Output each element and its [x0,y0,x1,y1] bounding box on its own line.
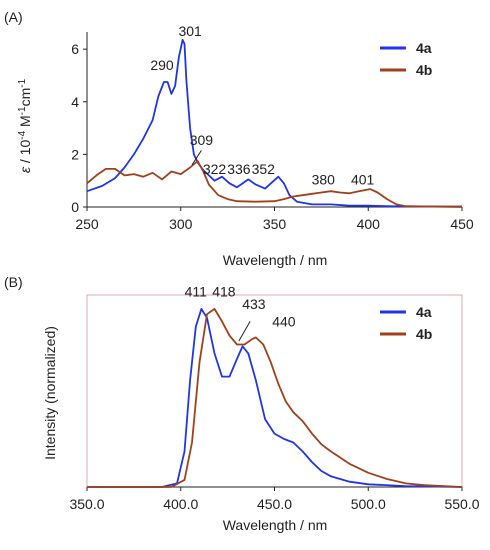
b-peak-label-433: 433 [242,296,266,312]
b-legend-label-4b: 4b [416,326,432,342]
b-x-tick-label: 500.0 [351,496,386,512]
panel-a-axes: 250 300 350 400 450 0 2 4 6 [71,32,474,232]
panel-b-series [87,308,463,488]
y-axis-label-part-2: M [17,115,33,131]
a-series-4a-line [86,39,462,208]
panel-b-x-axis-label: Wavelength / nm [223,517,328,533]
a-series-4b-line [86,160,463,208]
a-x-tick-label: 300 [169,216,193,232]
b-series-4a-line [87,308,463,488]
panel-a-annotations: 290 301 309 322 336 352 380 401 [150,23,374,188]
a-peak-label-380: 380 [312,172,336,188]
a-y-tick-label: 6 [71,41,79,57]
a-peak-label-301: 301 [178,23,202,39]
b-legend-label-4a: 4a [416,304,432,320]
a-legend-label-4a: 4a [416,40,432,56]
a-y-tick-label: 4 [71,94,79,110]
y-axis-label-part-1: / 10 [17,140,33,167]
a-peak-label-309: 309 [190,132,214,148]
b-peak-label-411: 411 [185,283,208,299]
a-peak-label-290: 290 [150,57,174,73]
panel-a-series [86,39,463,208]
b-peak-label-418: 418 [212,283,236,299]
a-y-tick-label: 2 [71,146,79,162]
panel-b-axes: 350.0 400.0 450.0 500.0 550.0 [69,486,480,512]
a-x-tick-label: 350 [263,216,287,232]
a-peak-label-352: 352 [252,161,276,177]
y-axis-label-part-3: cm [17,88,33,107]
y-axis-label-sup-3: -1 [17,78,28,87]
y-axis-label-sup-2: -1 [17,106,28,115]
y-axis-label-sup-1: -4 [17,130,28,139]
panel-b-arrow-433 [238,321,251,342]
a-y-tick-label: 0 [71,199,79,215]
panel-b-y-axis-label: Intensity (normalized) [42,326,58,460]
a-x-tick-label: 450 [450,216,474,232]
b-x-tick-label: 450.0 [257,496,292,512]
a-peak-label-401: 401 [351,172,375,188]
a-x-tick-label: 400 [357,216,381,232]
y-axis-label-epsilon: ε [17,166,33,173]
a-peak-label-322: 322 [203,161,227,177]
b-x-tick-label: 350.0 [69,496,104,512]
b-series-4b-line [87,308,463,488]
a-x-tick-label: 250 [75,216,99,232]
panel-a-x-axis-label: Wavelength / nm [223,252,328,268]
panel-a-label: (A) [4,9,23,25]
a-legend-label-4b: 4b [416,62,432,78]
panel-a-arrow-309 [191,150,202,166]
panel-b-annotations: 411 418 433 440 [185,283,296,329]
panel-b: (B) 350.0 400.0 450.0 500.0 550.0 411 4184334… [4,274,480,533]
panel-a-y-axis-label: ε / 10-4 M-1cm-1 [17,78,33,173]
panel-b-label: (B) [4,274,23,290]
b-peak-label-440: 440 [272,314,296,330]
b-x-tick-label: 400.0 [163,496,198,512]
a-peak-label-336: 336 [227,161,251,177]
b-x-tick-label: 550.0 [444,496,479,512]
